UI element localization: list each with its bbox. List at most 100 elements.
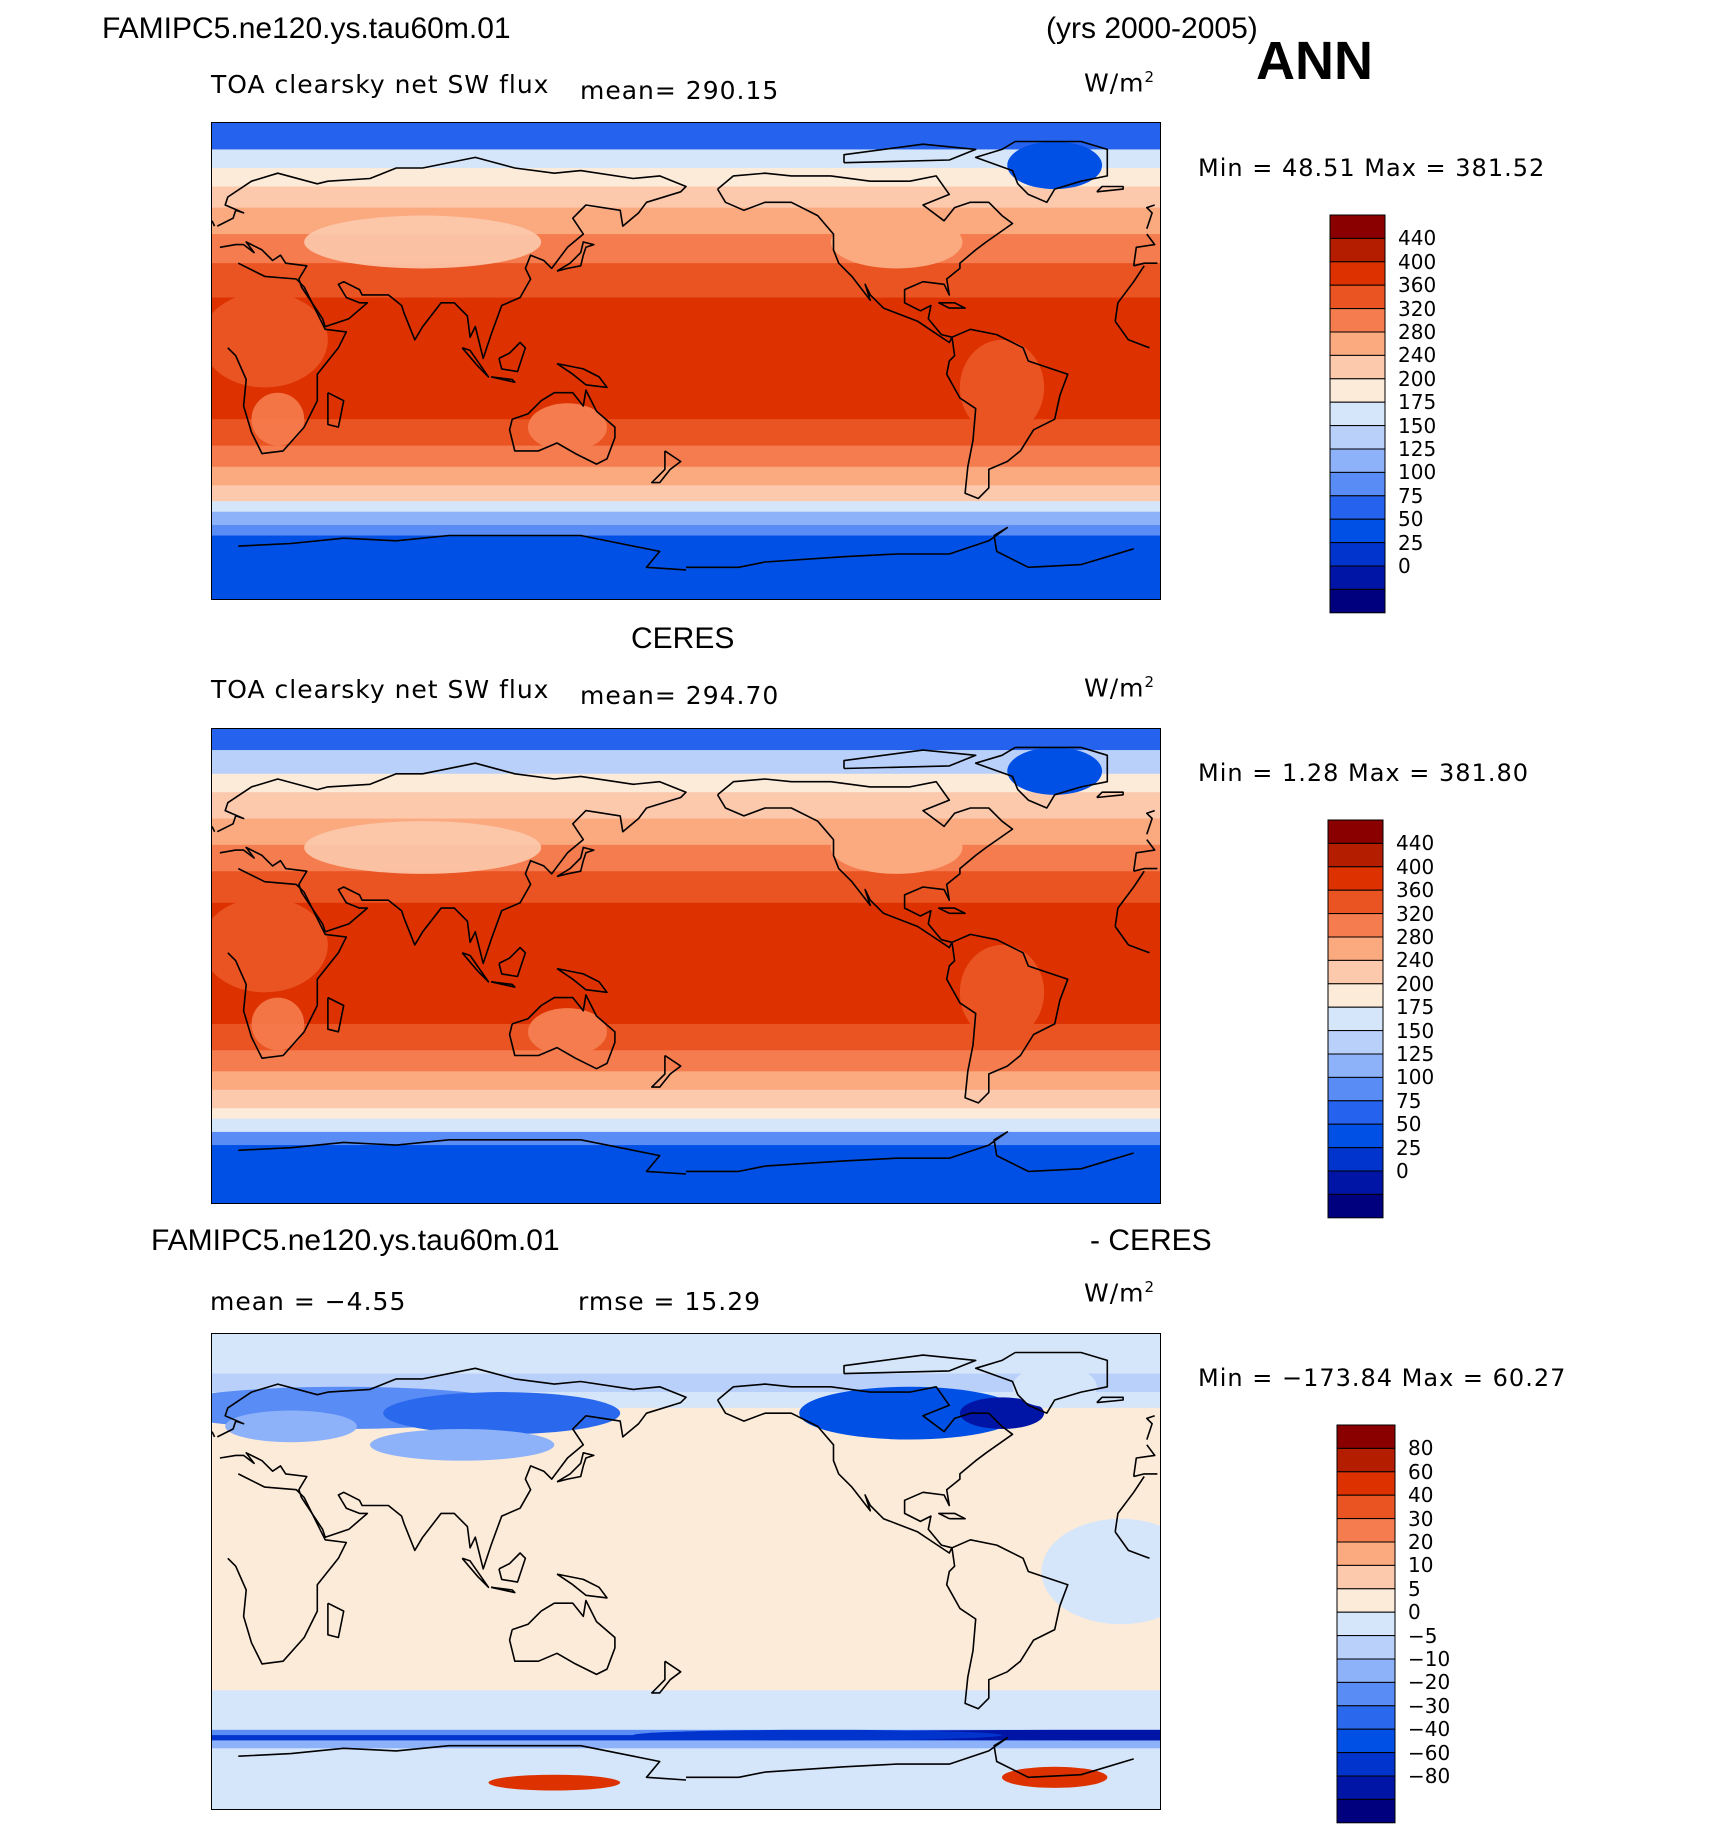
panel2-colorbar-label: 75 (1396, 1088, 1422, 1113)
panel3-field-patch (225, 1410, 357, 1443)
panel2-colorbar-label: 125 (1396, 1042, 1435, 1066)
panel3-field-patch (1041, 1518, 1160, 1625)
panel3-colorbar-box (1336, 1635, 1396, 1660)
panel2-colorbar-box (1327, 819, 1384, 844)
panel2-coastline (974, 746, 1109, 809)
panel1-coastline (938, 302, 966, 309)
panel3-colorbar-label: 20 (1408, 1530, 1434, 1554)
panel3-field-patch (370, 1429, 555, 1461)
panel2-colorbar-box (1327, 1123, 1384, 1149)
panel1-coastline (212, 204, 1155, 230)
case-name: FAMIPC5.ne120.ys.tau60m.01 (102, 12, 511, 45)
panel2-variable: TOA clearsky net SW flux (211, 675, 550, 704)
panel3-coastline (216, 1367, 1158, 1570)
panel1-colorbar: 440 400 360 320 280 240 200 175 150 125 100 75 50 25 0 (1329, 214, 1436, 618)
panel3-colorbar-label: −20 (1408, 1670, 1451, 1695)
panel3-field-patch (1012, 1365, 1097, 1408)
panel3-field-band (212, 1690, 1160, 1731)
panel2-coastline (843, 749, 977, 770)
panel3-colorbar-label: 0 (1408, 1600, 1421, 1625)
panel2-colorbar-label: 240 (1396, 948, 1435, 973)
panel2-coastline (716, 778, 1014, 949)
panel3-field-patch (212, 1642, 555, 1685)
panel2-coastline (498, 946, 527, 978)
panel3-field-patch (1002, 1766, 1108, 1788)
panel3-colorbar-label: 40 (1408, 1483, 1434, 1508)
panel1-coastline (490, 376, 516, 383)
panel1-colorbar-label: 175 (1398, 390, 1437, 415)
panel3-coastline (490, 1586, 516, 1594)
panel1-colorbar-box (1329, 308, 1386, 333)
panel1-colorbar-box (1329, 378, 1386, 403)
panel2-field-band (212, 871, 1160, 904)
panel2-colorbar-label: 280 (1396, 925, 1435, 949)
panel1-coastline (498, 341, 527, 373)
panel3-colorbar-label: 80 (1408, 1436, 1434, 1461)
panel1-coastline (216, 156, 1158, 360)
panel2-colorbar-label: 150 (1396, 1018, 1435, 1043)
panel1-field-band (212, 167, 1160, 187)
panel2-colorbar-label: 400 (1396, 854, 1435, 879)
panel2-colorbar-box (1327, 1147, 1384, 1172)
panel2-colorbar-label: 50 (1396, 1112, 1422, 1137)
panel3-colorbar-svg (1336, 1424, 1396, 1824)
panel2-colorbar-label: 175 (1396, 995, 1435, 1020)
panel2-field-band (212, 1131, 1160, 1146)
panel3-field-patch (462, 1439, 963, 1598)
panel1-coastline (461, 347, 490, 378)
panel1-colorbar-box (1329, 354, 1386, 380)
panel1-colorbar-box (1329, 425, 1386, 450)
panel1-colorbar-label: 440 (1398, 226, 1437, 251)
panel1-field-band (212, 263, 1160, 299)
panel2-field-band (212, 729, 1160, 751)
panel1-colorbar-box (1329, 401, 1386, 427)
panel1-coastline (1096, 185, 1124, 193)
panel1-colorbar-label: 25 (1398, 530, 1424, 555)
panel3-coastline (227, 1473, 1150, 1665)
panel2-coastline (212, 809, 1155, 835)
panel2-coastline (556, 846, 595, 878)
panel1-coastline (227, 262, 1150, 455)
panel3-colorbar-box (1336, 1447, 1396, 1473)
panel3-coastline (938, 1512, 966, 1520)
panel3-title-right: - CERES (1090, 1224, 1212, 1257)
panel2-field-band (212, 1050, 1160, 1072)
panel1-colorbar-label: 125 (1398, 437, 1437, 461)
panel3-coastline (508, 1599, 616, 1676)
panel2-field-patch (528, 1008, 607, 1056)
panel3-coastline (327, 1602, 345, 1639)
panel3-coastline (498, 1552, 527, 1583)
panel2-field-band (212, 1089, 1160, 1109)
panel1-field-band (212, 511, 1160, 526)
panel3-field-band (212, 1748, 1160, 1809)
panel2-coastline (508, 994, 616, 1070)
panel3-field-patch (959, 1397, 1045, 1429)
panel2-field-band (212, 1145, 1160, 1203)
panel2-colorbar-label: 100 (1396, 1065, 1435, 1090)
panel2-colorbar-box (1327, 959, 1384, 985)
panel3-coastline (974, 1351, 1109, 1414)
panel3-coastline (716, 1383, 1014, 1554)
panel1-colorbar-label: 280 (1398, 320, 1437, 344)
panel3-map (211, 1333, 1161, 1810)
panel2-units: W/m2 (1084, 673, 1156, 703)
panel3-colorbar-box (1336, 1752, 1396, 1777)
panel3-coastline (212, 1415, 1155, 1440)
panel2-coastline (327, 996, 345, 1033)
panel1-colorbar-box (1329, 261, 1386, 286)
panel2-colorbar-box (1327, 842, 1384, 868)
panel1-colorbar-box (1329, 471, 1386, 497)
panel3-colorbar-label: 30 (1408, 1506, 1434, 1531)
panel2-coastline (461, 952, 490, 983)
panel1-field-patch (251, 392, 305, 446)
panel1-colorbar-box (1329, 565, 1386, 590)
years-label: (yrs 2000-2005) (1046, 12, 1258, 45)
panel3-coastline (843, 1354, 977, 1375)
panel1-colorbar-label: 400 (1398, 249, 1437, 274)
panel3-colorbar-box (1336, 1541, 1396, 1566)
panel2-coastline (556, 967, 608, 994)
panel1-colorbar-label: 100 (1398, 460, 1437, 485)
panel2-minmax: Min = 1.28 Max = 381.80 (1198, 759, 1529, 787)
panel3-colorbar-label: −40 (1408, 1717, 1451, 1742)
panel2-colorbar-label: 440 (1396, 831, 1435, 856)
